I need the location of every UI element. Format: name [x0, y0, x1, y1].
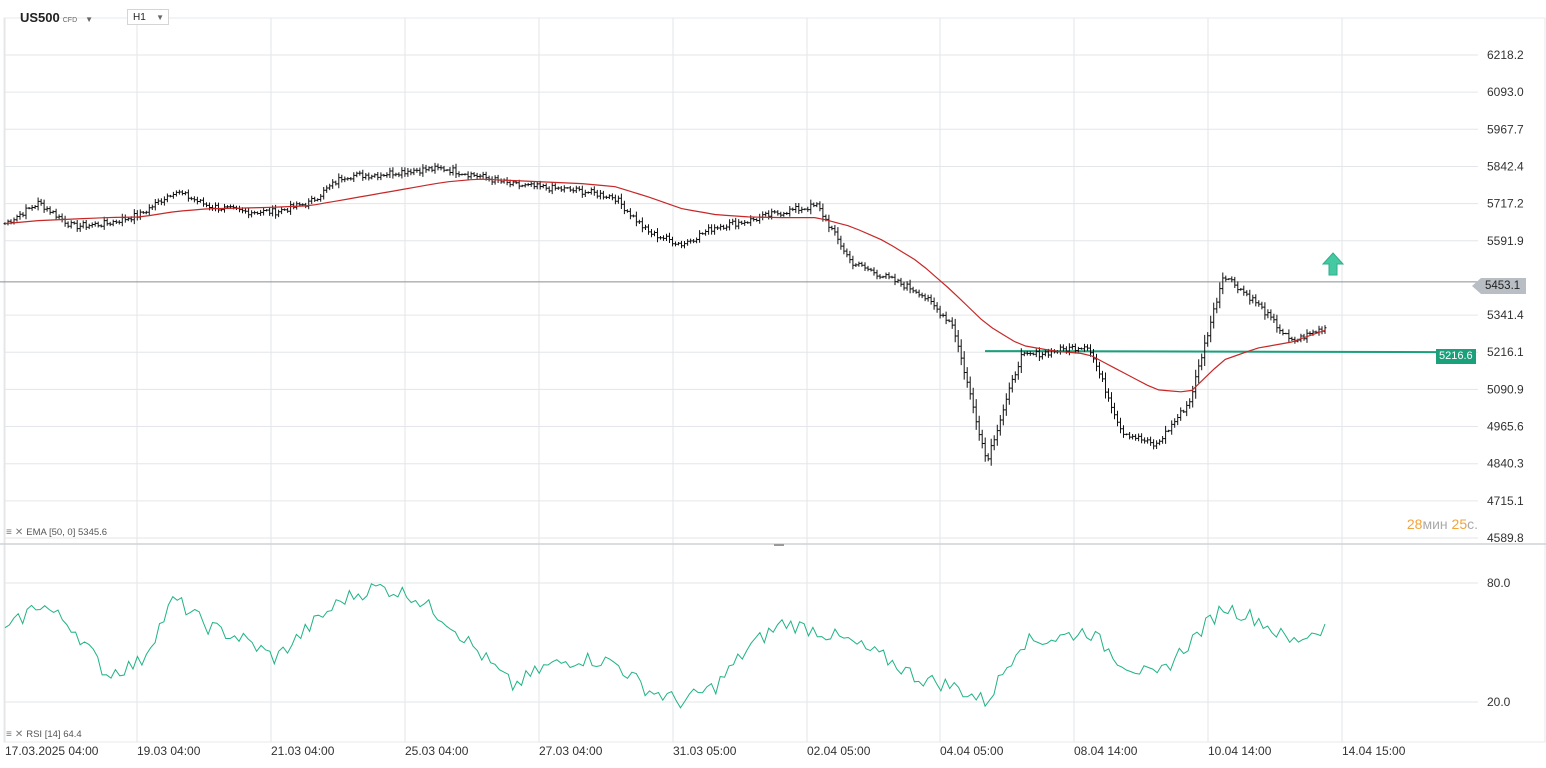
rsi-axis: 80.0 20.0 [1487, 576, 1511, 709]
rsi-name: RSI [26, 729, 43, 740]
close-icon[interactable]: ✕ [14, 729, 24, 740]
close-icon[interactable]: ✕ [14, 527, 24, 538]
level-price-tag[interactable]: 5216.6 [1436, 349, 1476, 364]
rsi-line [4, 583, 1326, 709]
price-axis-label: 4715.1 [1487, 494, 1524, 508]
up-arrow-shape [1321, 252, 1345, 276]
time-axis-label: 19.03 04:00 [137, 744, 201, 758]
rsi-legend: ≡ ✕ RSI [14] 64.4 [6, 729, 82, 740]
pane-divider[interactable] [0, 543, 1546, 546]
horizontal-level-line[interactable] [984, 350, 1437, 354]
price-axis-label: 4840.3 [1487, 457, 1524, 471]
menu-icon[interactable]: ≡ [6, 527, 12, 538]
rsi-series-line [4, 583, 1326, 709]
price-axis-label: 5717.2 [1487, 197, 1524, 211]
price-axis-label: 6218.2 [1487, 48, 1524, 62]
symbol-type: CFD [62, 17, 78, 24]
price-axis-label: 6093.0 [1487, 85, 1524, 99]
price-axis-label: 4965.6 [1487, 420, 1524, 434]
timeframe-selector[interactable]: H1 ▼ [127, 9, 169, 25]
plot-frame [3, 17, 1546, 743]
rsi-value: 64.4 [63, 729, 82, 740]
timer-minutes: 28 [1406, 516, 1423, 532]
ema-line [4, 178, 1326, 393]
ema-series-line [4, 178, 1326, 393]
rsi-axis-label: 80.0 [1487, 576, 1511, 590]
price-axis-label: 5967.7 [1487, 122, 1524, 136]
chevron-down-icon: ▼ [85, 15, 94, 24]
ema-name: EMA [26, 527, 47, 538]
price-axis-label: 5090.9 [1487, 382, 1524, 396]
symbol-name: US500 [20, 10, 60, 25]
ema-params: [50, 0] [48, 527, 76, 538]
time-axis-label: 04.04 05:00 [940, 744, 1004, 758]
rsi-params: [14] [44, 729, 61, 740]
current-price-tag: 5453.1 [1471, 278, 1527, 294]
price-axis-label: 5842.4 [1487, 159, 1524, 173]
level-trendline [984, 350, 1437, 354]
menu-icon[interactable]: ≡ [6, 729, 12, 740]
time-axis[interactable]: 17.03.2025 04:00 19.03 04:00 21.03 04:00 25… [5, 744, 1406, 758]
price-axis-label: 5591.9 [1487, 234, 1524, 248]
symbol-selector[interactable]: US500 CFD ▼ [20, 10, 93, 25]
timer-seconds-unit: с. [1467, 516, 1478, 532]
time-axis-label: 02.04 05:00 [807, 744, 871, 758]
timer-minutes-unit: мин [1422, 516, 1448, 532]
price-axis-label: 5216.1 [1487, 345, 1524, 359]
candle-countdown: 28мин 25с. [1407, 516, 1478, 532]
up-arrow-icon [1321, 252, 1345, 276]
time-axis-label: 21.03 04:00 [271, 744, 335, 758]
chart-toolbar: US500 CFD ▼ H1 ▼ [0, 0, 300, 34]
chevron-down-icon: ▼ [156, 13, 164, 22]
price-axis-label: 4589.8 [1487, 531, 1524, 545]
ema-value: 5345.6 [78, 527, 108, 538]
time-axis-label: 08.04 14:00 [1074, 744, 1138, 758]
timer-seconds: 25 [1451, 516, 1468, 532]
grid-lines [3, 17, 1546, 743]
time-axis-label: 10.04 14:00 [1208, 744, 1272, 758]
price-axis-label: 5341.4 [1487, 308, 1524, 322]
ema-legend: ≡ ✕ EMA [50, 0] 5345.6 [6, 527, 107, 538]
time-axis-label: 25.03 04:00 [405, 744, 469, 758]
price-axis[interactable]: 6218.2 6093.0 5967.7 5842.4 5717.2 5591.9 5341… [1487, 48, 1524, 545]
time-axis-label: 14.04 15:00 [1342, 744, 1406, 758]
ohlc-bars [3, 162, 1327, 466]
rsi-axis-label: 20.0 [1487, 695, 1511, 709]
price-bars [3, 162, 1327, 466]
time-axis-label: 17.03.2025 04:00 [5, 744, 99, 758]
time-axis-label: 27.03 04:00 [539, 744, 603, 758]
timeframe-value: H1 [133, 12, 146, 23]
time-axis-label: 31.03 05:00 [673, 744, 737, 758]
